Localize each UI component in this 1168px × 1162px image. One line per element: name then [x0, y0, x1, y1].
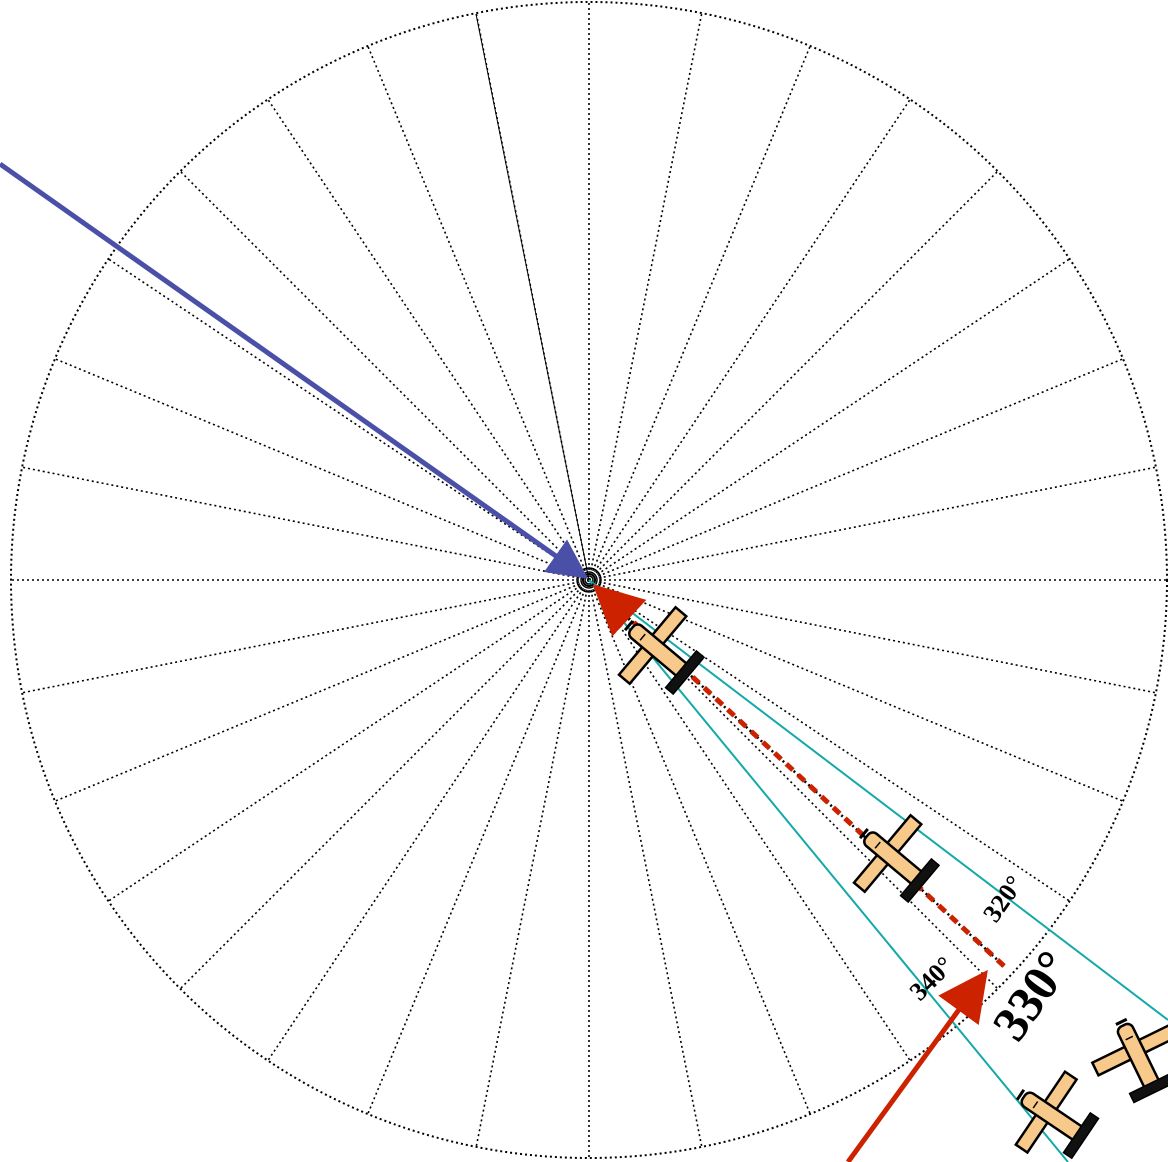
- compass-spoke: [588, 358, 1124, 581]
- compass-spoke: [588, 466, 1157, 581]
- wind-arrow: [0, 161, 589, 579]
- compass-spoke: [475, 579, 590, 1148]
- compass-spoke: [21, 579, 590, 694]
- radial-label-320: 320°: [977, 870, 1029, 927]
- spoke-solid: [475, 13, 590, 581]
- compass-spoke: [179, 579, 590, 990]
- compass-spoke: [588, 170, 999, 581]
- compass-spoke: [588, 45, 811, 581]
- compass-spoke: [588, 12, 703, 581]
- compass-spoke: [54, 579, 590, 802]
- compass-spoke: [588, 258, 1071, 581]
- compass-spoke: [54, 358, 590, 581]
- radial-label-340: 340°: [904, 951, 959, 1006]
- compass-spoke: [588, 579, 703, 1148]
- compass-spoke: [107, 579, 590, 902]
- compass-spoke: [367, 579, 590, 1115]
- radial-line-340: [588, 579, 1069, 1162]
- vor-station-icon: [576, 567, 602, 593]
- compass-spoke: [588, 579, 1157, 694]
- radial-label-330: 330°: [981, 940, 1081, 1050]
- compass-spoke: [267, 579, 590, 1062]
- compass-spoke: [107, 258, 590, 581]
- compass-spoke: [21, 466, 590, 581]
- inbound-course-line: [592, 584, 1006, 968]
- compass-spoke: [367, 45, 590, 581]
- radial-line-320: [588, 579, 1168, 1021]
- airplane-icon: [994, 1056, 1112, 1162]
- compass-rose-circle: [10, 1, 1168, 1159]
- airplane-icon: [1080, 1001, 1168, 1113]
- compass-spoke: [267, 98, 590, 581]
- compass-spoke: [179, 170, 590, 581]
- approach-arrow: [845, 969, 988, 1162]
- compass-spoke: [588, 98, 911, 581]
